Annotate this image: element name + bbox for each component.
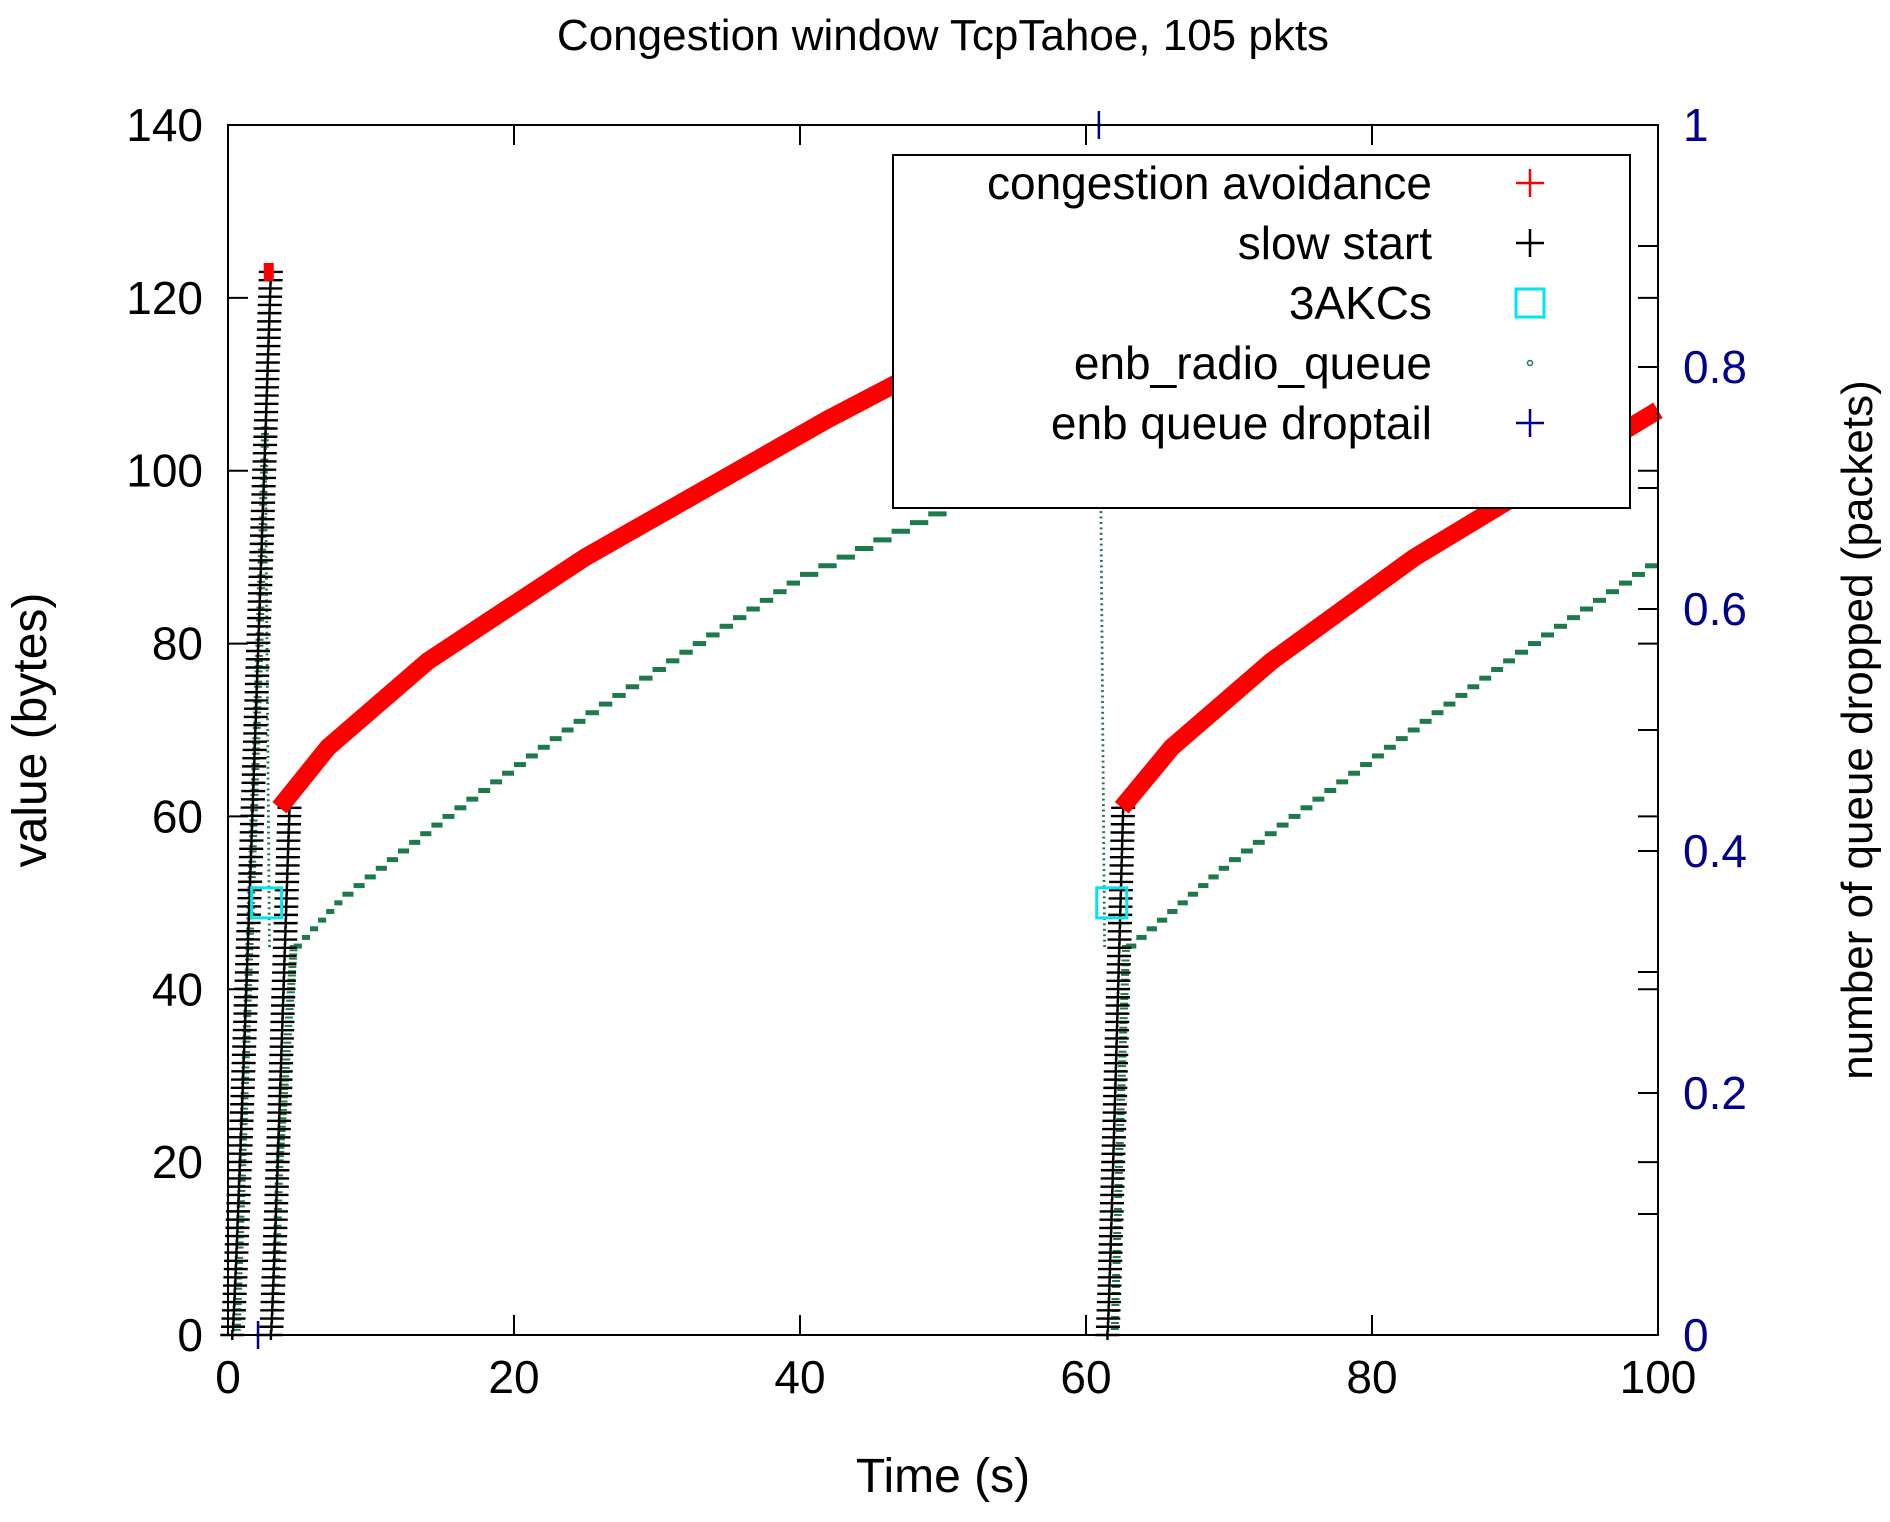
legend-marker — [1516, 409, 1544, 437]
legend-marker — [1516, 229, 1544, 257]
y-tick-label: 140 — [126, 99, 203, 151]
y2-tick-label: 1 — [1683, 99, 1709, 151]
legend-label: congestion avoidance — [987, 157, 1432, 209]
y-tick-label: 40 — [152, 963, 203, 1015]
legend-label: slow start — [1238, 217, 1432, 269]
x-axis-label: Time (s) — [856, 1450, 1030, 1503]
x-tick-label: 80 — [1346, 1351, 1397, 1403]
y-tick-label: 80 — [152, 618, 203, 670]
y2-tick-label: 0.6 — [1683, 583, 1747, 635]
x-tick-label: 60 — [1060, 1351, 1111, 1403]
three-acks-point — [1095, 886, 1129, 920]
legend-label: enb queue droptail — [1051, 397, 1432, 449]
x-tick-label: 20 — [488, 1351, 539, 1403]
y2-tick-label: 0 — [1683, 1309, 1709, 1361]
legend-marker — [1526, 359, 1534, 367]
legend-box — [892, 154, 1631, 509]
chart-title: Congestion window TcpTahoe, 105 pkts — [557, 11, 1329, 60]
legend-marker — [1514, 287, 1546, 319]
x-tick-label: 40 — [774, 1351, 825, 1403]
three-acks-point — [250, 886, 284, 920]
y-tick-label: 0 — [177, 1309, 203, 1361]
y-axis-label: value (bytes) — [4, 593, 57, 868]
legend-label: 3AKCs — [1289, 277, 1432, 329]
legend-label: enb_radio_queue — [1074, 337, 1432, 389]
legend: congestion avoidance slow start 3AKCs enb_r… — [892, 154, 1631, 509]
y-tick-label: 120 — [126, 272, 203, 324]
x-tick-label: 0 — [215, 1351, 241, 1403]
y-tick-label: 20 — [152, 1136, 203, 1188]
axis-ticks-layer: 0 20 40 60 80 10002040608010012014000.20.40.6… — [126, 99, 1747, 1403]
x-tick-label: 100 — [1620, 1351, 1697, 1403]
y-tick-label: 100 — [126, 445, 203, 497]
y2-axis-label: number of queue dropped (packets) — [1833, 380, 1882, 1080]
y2-tick-label: 0.8 — [1683, 341, 1747, 393]
y2-tick-label: 0.4 — [1683, 825, 1747, 877]
y-tick-label: 60 — [152, 790, 203, 842]
congestion-avoidance-line — [272, 272, 1098, 814]
plot-data-layer — [220, 111, 1663, 1349]
y2-tick-label: 0.2 — [1683, 1067, 1747, 1119]
legend-marker — [1516, 169, 1544, 197]
